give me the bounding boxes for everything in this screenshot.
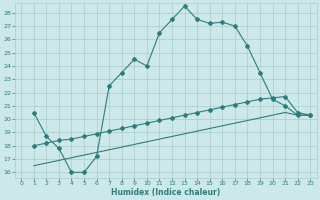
X-axis label: Humidex (Indice chaleur): Humidex (Indice chaleur)	[111, 188, 220, 197]
